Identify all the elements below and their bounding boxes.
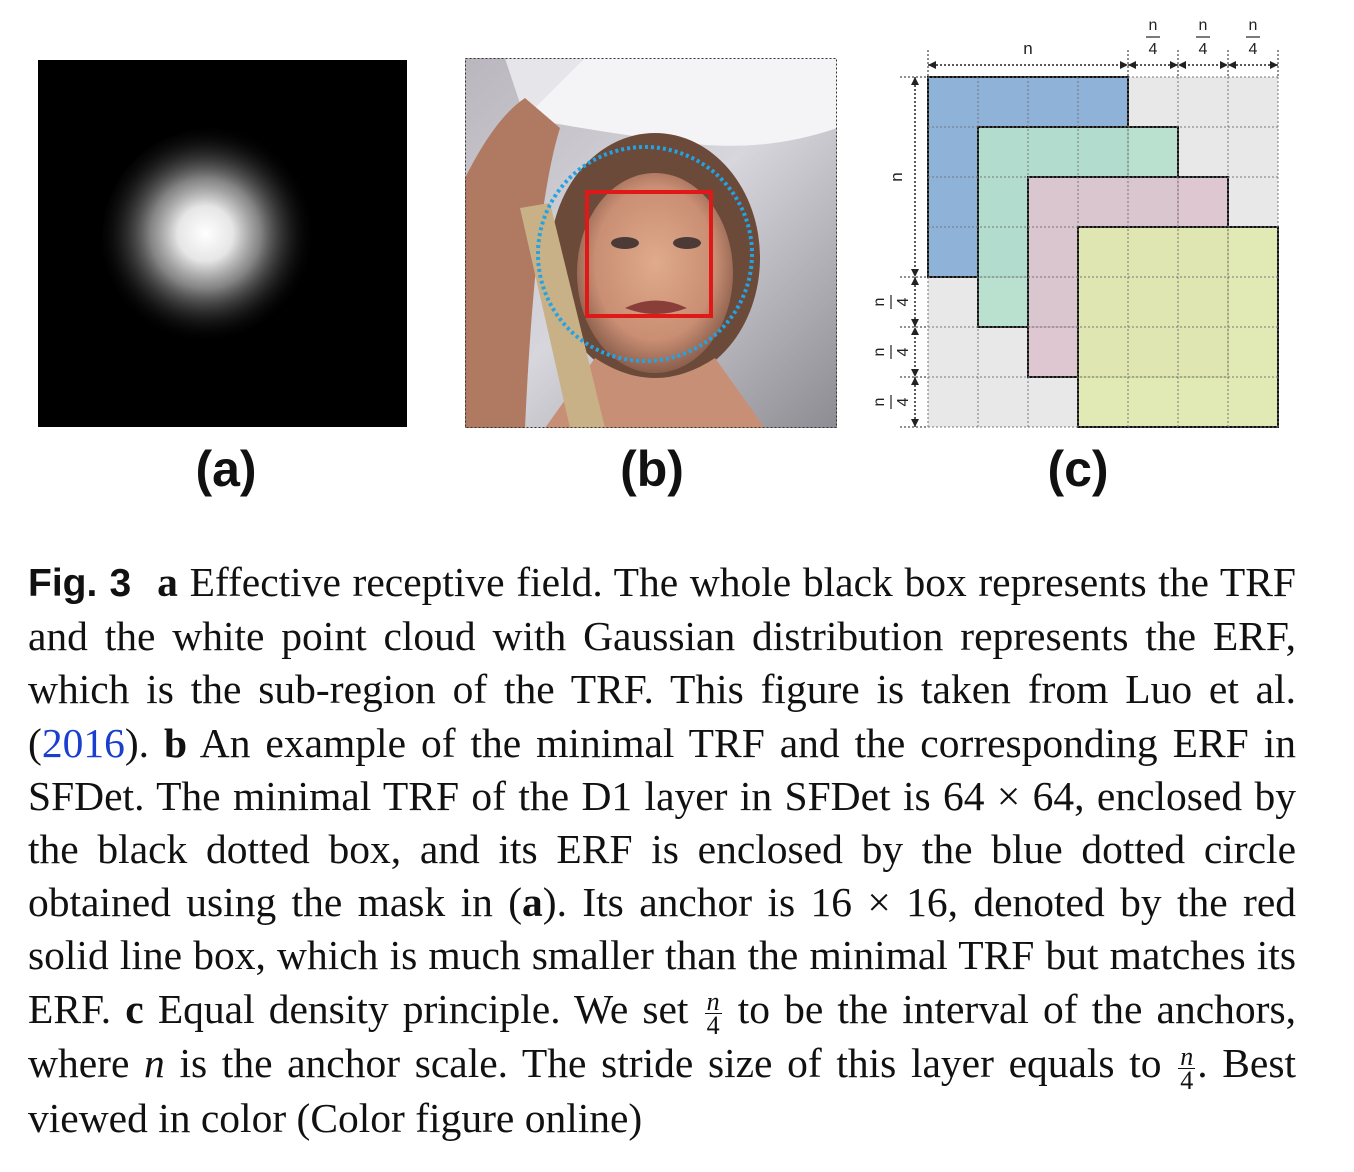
erf-circle (536, 145, 754, 363)
top-frac-num-1: n (1149, 17, 1158, 34)
caption-a-text: Effective receptive field. The whole bla… (28, 559, 1296, 766)
figure-caption: Fig. 3 a Effective receptive field. The w… (28, 556, 1296, 1145)
caption-c-text2: to be the interval of the anchors, where (28, 985, 1296, 1087)
side-frac-num-1: n (871, 298, 888, 307)
top-frac-den-1: 4 (1149, 41, 1158, 58)
caption-after-cite: ). (124, 719, 164, 766)
citation-link[interactable]: 2016 (41, 719, 125, 766)
erf-figure (38, 60, 407, 427)
caption-n-italic: n (144, 1040, 165, 1087)
figure-label: Fig. 3 (28, 562, 132, 605)
erf-image (38, 60, 407, 427)
caption-c-text: Equal density principle. We set (143, 985, 703, 1032)
anchor-box (585, 190, 713, 318)
top-frac-den-3: 4 (1249, 41, 1258, 58)
top-frac-num-3: n (1249, 17, 1258, 34)
top-n-label: n (1023, 39, 1032, 58)
caption-c-text3: is the anchor scale. The stride size of … (164, 1040, 1177, 1087)
caption-c-letter: c (125, 985, 144, 1032)
panel-b-label: (b) (620, 441, 684, 497)
panel-c-label: (c) (1047, 441, 1109, 497)
face-photo (465, 58, 837, 428)
top-frac-num-2: n (1199, 17, 1208, 34)
side-frac-num-2: n (871, 348, 888, 357)
trf-box (465, 58, 837, 428)
side-frac-den-3: 4 (895, 397, 912, 406)
caption-a-letter: a (157, 559, 178, 605)
caption-c-text4: . Best viewed in color (Color figure onl… (28, 1040, 1296, 1141)
side-n-label: n (887, 172, 906, 181)
caption-ref-a: a (522, 879, 543, 926)
face-example-figure (465, 58, 837, 428)
caption-b-text: An example of the minimal TRF and the co… (28, 719, 1296, 926)
panel-a-label: (a) (195, 441, 257, 497)
side-frac-den-1: 4 (895, 297, 912, 306)
erf-point-cloud (102, 128, 322, 348)
anchor-grid-diagram: n n 4 n 4 n 4 (871, 17, 1280, 428)
equal-density-diagram: n n 4 n 4 n 4 (860, 10, 1290, 435)
side-frac-den-2: 4 (895, 347, 912, 356)
top-frac-den-2: 4 (1199, 41, 1208, 58)
caption-b-letter: b (163, 719, 188, 766)
caption-b-text2: ). Its anchor is 16 × 16, denoted by the… (28, 879, 1296, 1032)
side-frac-num-3: n (871, 398, 888, 407)
